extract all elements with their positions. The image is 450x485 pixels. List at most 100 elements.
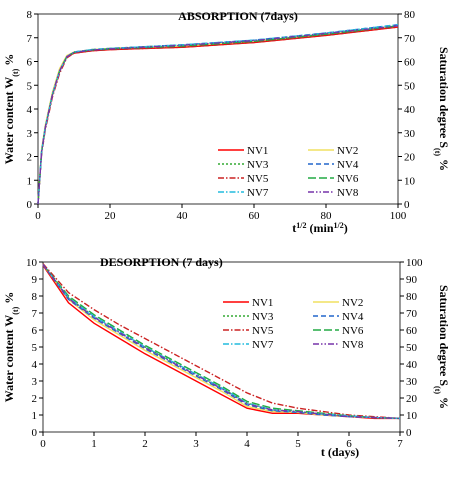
legend-label: NV5 — [247, 173, 269, 185]
axis-label-part: % — [437, 394, 450, 409]
legend-label: NV2 — [337, 145, 358, 157]
chart-title: ABSORPTION (7days) — [178, 9, 298, 23]
axis-label: Water content W(t) % — [2, 292, 20, 403]
axis-label: t1/2 (min1/2) — [292, 221, 347, 236]
y2-tick-label: 40 — [406, 359, 418, 371]
axis-label-part: (t) — [434, 386, 443, 394]
legend-label: NV3 — [247, 159, 269, 171]
y2-tick-label: 50 — [406, 342, 418, 354]
x-tick-label: 0 — [40, 438, 46, 450]
legend-label: NV4 — [337, 159, 359, 171]
series-line — [42, 264, 401, 420]
y2-tick-label: 60 — [406, 325, 418, 337]
y-tick-label: 4 — [27, 104, 33, 116]
legend-label: NV3 — [252, 311, 274, 323]
x-tick-label: 7 — [397, 438, 403, 450]
legend-label: NV4 — [342, 311, 364, 323]
axis-label-part: % — [2, 292, 16, 307]
axis-label-part: % — [2, 54, 16, 69]
x-tick-label: 5 — [295, 438, 301, 450]
axis-label: Saturation degree S(t) % — [434, 47, 450, 171]
y-tick-label: 3 — [32, 376, 38, 388]
x-tick-label: 20 — [105, 210, 117, 222]
axis-label-part: t — [292, 221, 296, 235]
y-tick-label: 5 — [27, 80, 33, 92]
y2-tick-label: 70 — [404, 33, 416, 45]
y-tick-label: 2 — [32, 393, 38, 405]
y-tick-label: 6 — [32, 325, 38, 337]
y-tick-label: 10 — [26, 257, 38, 269]
y-tick-label: 4 — [32, 359, 38, 371]
axis-label-part: Saturation degree S — [437, 47, 450, 148]
legend-label: NV5 — [252, 325, 274, 337]
y-tick-label: 8 — [27, 9, 33, 21]
y-tick-label: 9 — [32, 274, 38, 286]
y-tick-label: 1 — [32, 410, 38, 422]
y-tick-label: 0 — [32, 427, 38, 439]
axis-label-part: 1/2 — [334, 221, 344, 230]
y-tick-label: 7 — [32, 308, 38, 320]
y2-tick-label: 20 — [406, 393, 418, 405]
x-tick-label: 60 — [249, 210, 261, 222]
y-tick-label: 5 — [32, 342, 38, 354]
y-tick-label: 7 — [27, 33, 33, 45]
axis-label-part: (t) — [11, 306, 20, 314]
series-line — [42, 264, 401, 420]
x-tick-label: 2 — [142, 438, 148, 450]
y2-tick-label: 40 — [404, 104, 416, 116]
legend-label: NV2 — [342, 297, 363, 309]
axis-label-part: Water content W — [2, 77, 16, 165]
y2-tick-label: 60 — [404, 57, 416, 69]
x-tick-label: 80 — [321, 210, 333, 222]
axis-label-part: Saturation degree S — [437, 285, 450, 386]
legend-label: NV6 — [342, 325, 364, 337]
axis-label-part: (t) — [434, 148, 443, 156]
legend-label: NV7 — [252, 339, 274, 351]
series-line — [37, 25, 399, 205]
legend-label: NV8 — [337, 187, 359, 199]
series-line — [42, 264, 401, 420]
y-tick-label: 2 — [27, 152, 33, 164]
y2-tick-label: 0 — [406, 427, 412, 439]
legend-label: NV8 — [342, 339, 364, 351]
legend-label: NV1 — [247, 145, 268, 157]
series-line — [37, 25, 399, 205]
y2-tick-label: 80 — [404, 9, 416, 21]
axis-label-part: t (days) — [321, 445, 359, 459]
y2-tick-label: 80 — [406, 291, 418, 303]
x-tick-label: 1 — [91, 438, 97, 450]
series-line — [42, 264, 401, 420]
y-tick-label: 6 — [27, 57, 33, 69]
axis-label-part: (t) — [11, 68, 20, 76]
axis-label: Water content W(t) % — [2, 54, 20, 165]
axis-label-part: 1/2 — [296, 221, 306, 230]
axis-label-part: Water content W — [2, 315, 16, 403]
legend-label: NV7 — [247, 187, 269, 199]
axis-label: t (days) — [321, 445, 359, 459]
y2-tick-label: 100 — [406, 257, 423, 269]
legend-label: NV6 — [337, 173, 359, 185]
y2-tick-label: 10 — [406, 410, 418, 422]
y2-tick-label: 20 — [404, 152, 416, 164]
x-tick-label: 100 — [390, 210, 407, 222]
y2-tick-label: 30 — [406, 376, 418, 388]
y-tick-label: 1 — [27, 175, 33, 187]
x-tick-label: 40 — [177, 210, 189, 222]
axis-label: Saturation degree S(t) % — [434, 285, 450, 409]
x-tick-label: 6 — [346, 438, 352, 450]
y-tick-label: 0 — [27, 199, 33, 211]
y2-tick-label: 10 — [404, 175, 416, 187]
y2-tick-label: 70 — [406, 308, 418, 320]
y-tick-label: 8 — [32, 291, 38, 303]
axis-label-part: (min — [307, 221, 334, 235]
y2-tick-label: 50 — [404, 80, 416, 92]
axis-label-part: % — [437, 156, 450, 171]
y-tick-label: 3 — [27, 128, 33, 140]
chart-title: DESORPTION (7 days) — [100, 255, 223, 269]
x-tick-label: 3 — [193, 438, 199, 450]
x-tick-label: 4 — [244, 438, 250, 450]
y2-tick-label: 90 — [406, 274, 418, 286]
axis-label-part: ) — [344, 221, 348, 235]
y2-tick-label: 0 — [404, 199, 410, 211]
